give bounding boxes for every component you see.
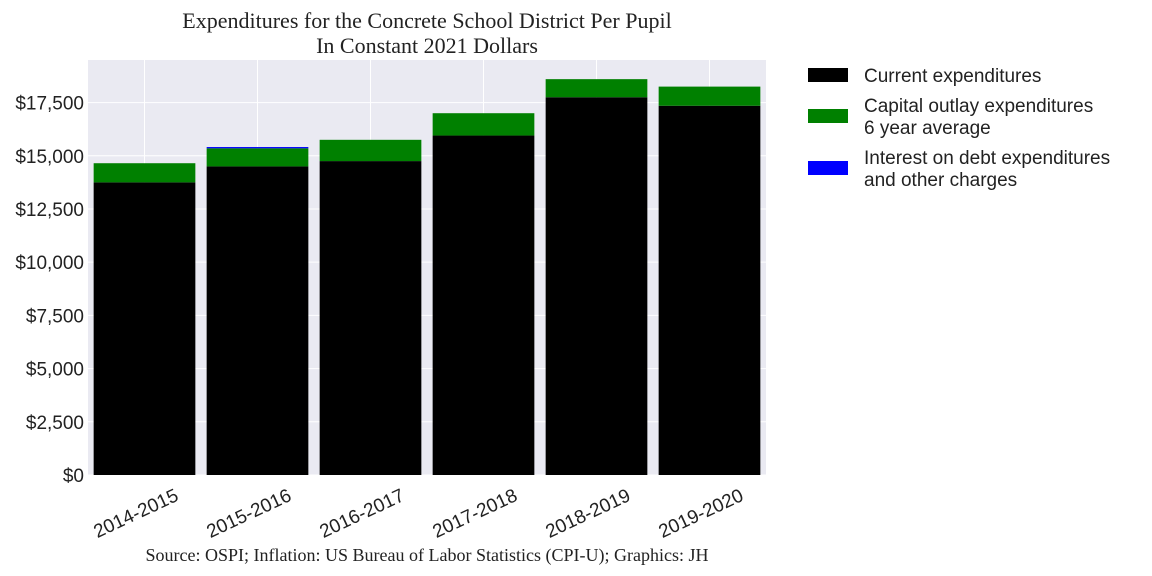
bar-segment <box>206 166 309 475</box>
bar-segment <box>93 182 196 475</box>
chart-title-line-2: In Constant 2021 Dollars <box>316 33 538 58</box>
y-tick-label: $2,500 <box>26 413 84 434</box>
x-tick-label: 2015-2016 <box>204 485 295 542</box>
legend-swatch <box>808 109 848 123</box>
bars <box>93 79 761 476</box>
x-axis: 2014-2015 2015-2016 2016-2017 2017-2018 2018… <box>91 485 747 542</box>
bar-segment <box>545 79 648 98</box>
source-note: Source: OSPI; Inflation: US Bureau of La… <box>146 545 709 566</box>
x-tick-label: 2016-2017 <box>317 485 408 542</box>
y-tick-label: $15,000 <box>15 147 84 168</box>
y-tick-label: $7,500 <box>26 306 84 327</box>
bar-segment <box>206 147 309 149</box>
bar-segment <box>658 86 761 106</box>
bar-segment <box>545 97 648 475</box>
bar-segment <box>658 105 761 475</box>
y-tick-label: $17,500 <box>15 94 84 115</box>
plot-area <box>88 60 766 475</box>
legend-label: Current expenditures <box>864 66 1041 87</box>
y-tick-label: $10,000 <box>15 253 84 274</box>
x-tick-label: 2014-2015 <box>91 485 182 542</box>
legend-label: 6 year average <box>864 118 991 139</box>
bar-segment <box>206 148 309 167</box>
y-tick-label: $12,500 <box>15 200 84 221</box>
legend-label: Interest on debt expenditures <box>864 148 1110 169</box>
y-tick-label: $0 <box>63 466 84 487</box>
legend-label: Capital outlay expenditures <box>864 96 1093 117</box>
legend-swatch <box>808 161 848 175</box>
bar-segment <box>93 163 196 183</box>
legend-swatch <box>808 68 848 82</box>
bar-segment <box>319 139 422 162</box>
x-tick-label: 2018-2019 <box>543 485 634 542</box>
x-tick-label: 2019-2020 <box>656 485 747 542</box>
legend: Current expenditures Capital outlay expen… <box>808 66 1110 191</box>
bar-segment <box>319 161 422 476</box>
legend-label: and other charges <box>864 170 1017 191</box>
x-tick-label: 2017-2018 <box>430 485 521 542</box>
chart-title-line-1: Expenditures for the Concrete School Dis… <box>182 8 671 33</box>
y-tick-label: $5,000 <box>26 360 84 381</box>
bar-segment <box>432 135 535 476</box>
y-axis: $0 $2,500 $5,000 $7,500 $10,000 $12,500 $15,00… <box>15 94 84 487</box>
bar-segment <box>432 113 535 136</box>
